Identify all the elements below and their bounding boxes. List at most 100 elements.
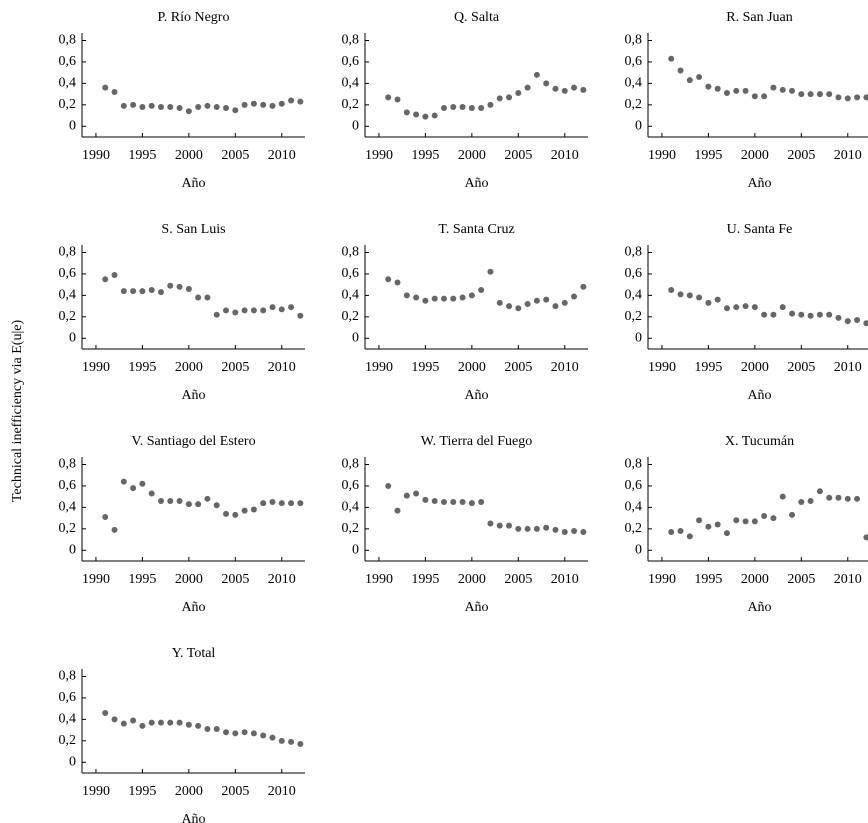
point	[385, 94, 392, 101]
x-tick-label: 2005	[787, 572, 815, 587]
x-tick-label: 2005	[504, 360, 532, 375]
point	[260, 732, 267, 739]
point	[496, 299, 503, 306]
y-tick-label: 0,2	[342, 309, 360, 324]
y-tick-label: 0,2	[342, 521, 360, 536]
point	[250, 506, 257, 513]
x-tick-label: 2005	[787, 148, 815, 163]
panel-title: P. Río Negro	[158, 10, 230, 25]
point	[130, 717, 137, 724]
point	[157, 719, 164, 726]
panel-title: T. Santa Cruz	[438, 222, 514, 237]
point	[561, 87, 568, 94]
point	[835, 494, 842, 501]
point	[478, 499, 485, 506]
y-tick-label: 0,4	[342, 288, 360, 303]
point	[422, 496, 429, 503]
x-tick-label: 2005	[787, 360, 815, 375]
panel-title: Y. Total	[172, 646, 216, 661]
point	[394, 279, 401, 286]
point	[524, 84, 531, 91]
point	[120, 478, 127, 485]
point	[394, 507, 401, 514]
point	[167, 719, 174, 726]
y-tick-label: 0	[635, 330, 642, 345]
point	[176, 283, 183, 290]
x-tick-label: 2000	[741, 572, 769, 587]
x-tick-label: 1990	[365, 360, 393, 375]
x-tick-label: 1995	[411, 572, 439, 587]
point	[807, 497, 814, 504]
y-tick-label: 0,6	[625, 54, 643, 69]
x-tick-label: 2010	[834, 360, 862, 375]
point	[157, 103, 164, 110]
y-tick-label: 0,6	[59, 266, 77, 281]
point	[844, 95, 851, 102]
point	[250, 307, 257, 314]
point	[459, 103, 466, 110]
point	[413, 490, 420, 497]
panel-title: S. San Luis	[161, 222, 225, 237]
point	[130, 101, 137, 108]
x-tick-label: 2000	[175, 360, 203, 375]
panel-title: R. San Juan	[726, 10, 793, 25]
point	[450, 295, 457, 302]
point	[686, 533, 693, 540]
y-tick-label: 0	[352, 330, 359, 345]
panel-title: V. Santiago del Estero	[131, 434, 255, 449]
y-tick-label: 0,6	[625, 478, 643, 493]
x-tick-label: 2005	[221, 784, 249, 799]
y-tick-label: 0	[352, 542, 359, 557]
y-tick-label: 0	[635, 542, 642, 557]
point	[543, 296, 550, 303]
point	[260, 101, 267, 108]
x-tick-label: 1995	[128, 360, 156, 375]
point	[686, 77, 693, 84]
point	[863, 94, 868, 101]
point	[130, 485, 137, 492]
x-tick-label: 1995	[694, 360, 722, 375]
point	[278, 737, 285, 744]
point	[269, 499, 276, 506]
point	[826, 494, 833, 501]
point	[863, 320, 868, 327]
x-axis-label: Año	[181, 388, 205, 403]
point	[696, 73, 703, 80]
point	[250, 730, 257, 737]
y-tick-label: 0,4	[59, 500, 77, 515]
point	[269, 734, 276, 741]
point	[139, 480, 146, 487]
point	[422, 297, 429, 304]
point	[705, 523, 712, 530]
y-tick-label: 0,2	[59, 97, 77, 112]
point	[431, 295, 438, 302]
x-axis-label: Año	[464, 388, 488, 403]
y-axis-label: Technical inefficiency via E(u|e)	[10, 320, 25, 503]
point	[723, 530, 730, 537]
point	[552, 526, 559, 533]
y-tick-label: 0,2	[625, 97, 643, 112]
point	[385, 482, 392, 489]
point	[403, 292, 410, 299]
x-tick-label: 2010	[268, 360, 296, 375]
point	[450, 103, 457, 110]
point	[789, 511, 796, 518]
point	[139, 103, 146, 110]
point	[269, 304, 276, 311]
point	[288, 500, 295, 507]
point	[779, 86, 786, 93]
point	[241, 507, 248, 514]
point	[515, 525, 522, 532]
point	[533, 525, 540, 532]
point	[213, 311, 220, 318]
y-tick-label: 0,4	[59, 712, 77, 727]
point	[139, 722, 146, 729]
y-tick-label: 0,8	[59, 457, 77, 472]
point	[506, 522, 513, 529]
point	[297, 500, 304, 507]
point	[148, 102, 155, 109]
point	[770, 515, 777, 522]
point	[580, 529, 587, 536]
y-tick-label: 0,4	[342, 500, 360, 515]
point	[677, 291, 684, 298]
